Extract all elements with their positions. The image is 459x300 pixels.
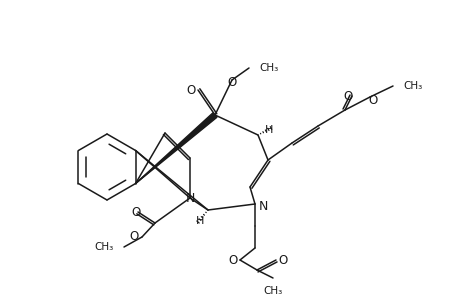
Text: CH₃: CH₃ (95, 242, 114, 252)
Polygon shape (135, 113, 217, 184)
Text: N: N (185, 191, 194, 205)
Text: O: O (186, 83, 195, 97)
Text: CH₃: CH₃ (263, 286, 282, 296)
Text: O: O (129, 230, 138, 244)
Text: O: O (278, 254, 287, 266)
Text: N: N (258, 200, 267, 212)
Text: O: O (342, 89, 352, 103)
Text: O: O (131, 206, 140, 218)
Text: CH₃: CH₃ (258, 63, 278, 73)
Text: O: O (228, 254, 237, 266)
Text: H: H (264, 125, 273, 135)
Text: CH₃: CH₃ (402, 81, 421, 91)
Text: O: O (368, 94, 377, 106)
Text: O: O (227, 76, 236, 88)
Text: H: H (196, 216, 204, 226)
